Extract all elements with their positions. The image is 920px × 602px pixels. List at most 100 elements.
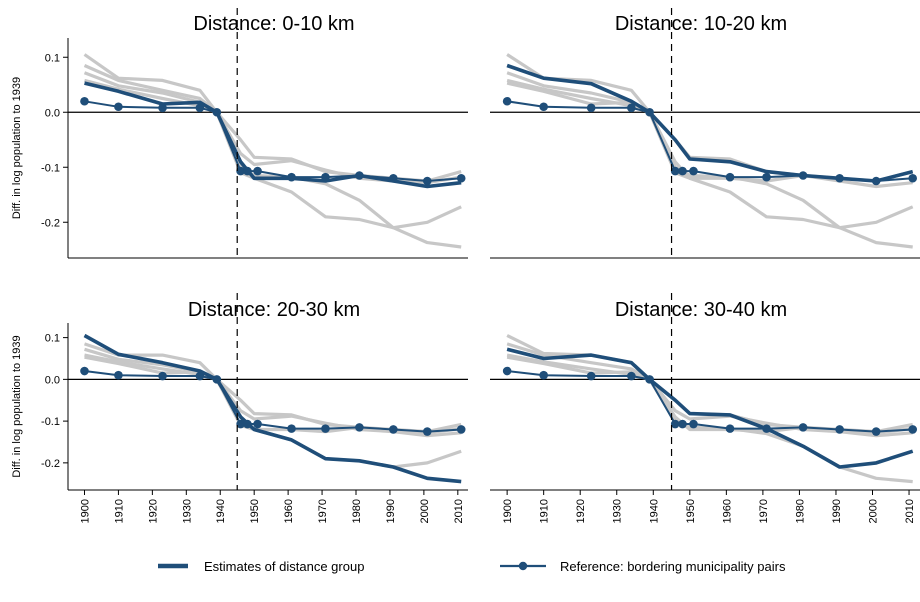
- reference-point: [670, 419, 680, 429]
- placebo-series-line: [83, 64, 462, 185]
- x-tick-label: 1950: [249, 499, 261, 523]
- y-tick-label: 0.1: [45, 333, 60, 345]
- panel-title: Distance: 20-30 km: [188, 299, 360, 321]
- reference-point: [762, 172, 771, 182]
- x-tick-label: 2010: [904, 499, 916, 523]
- panel-4: Distance: 30-40 km 1900 1910 1920 1930 1940 19…: [490, 293, 920, 523]
- reference-series-line: [84, 370, 462, 433]
- reference-series-line: [506, 370, 913, 433]
- x-tick-label: 1910: [539, 499, 551, 523]
- placebo-series-line: [506, 81, 913, 189]
- reference-point: [586, 371, 596, 381]
- x-tick-label: 1970: [317, 499, 329, 523]
- reference-point: [502, 96, 512, 106]
- x-tick-label: 1960: [721, 499, 733, 523]
- panel-3: Distance: 20-30 km 0.1 0.0 -0.1 -0.2 Diff. in…: [11, 293, 468, 523]
- reference-point: [678, 166, 687, 176]
- reference-point: [502, 366, 512, 376]
- x-tick-label: 1940: [648, 499, 660, 523]
- x-tick-label: 2000: [868, 499, 880, 523]
- reference-point: [908, 173, 917, 183]
- placebo-series-line: [506, 71, 914, 230]
- x-tick-label: 2000: [419, 499, 431, 523]
- reference-point: [670, 166, 680, 176]
- reference-point: [355, 423, 364, 432]
- x-tick-label: 1970: [758, 499, 770, 523]
- reference-point: [586, 103, 596, 113]
- y-axis-label: Diff. in log population to 1939: [11, 77, 23, 219]
- reference-point: [835, 425, 844, 434]
- reference-point: [287, 424, 296, 433]
- reference-series-line: [506, 100, 913, 182]
- reference-point: [725, 172, 735, 182]
- x-tick-label: 1930: [612, 499, 624, 523]
- reference-point: [627, 371, 636, 381]
- x-tick-label: 1990: [385, 499, 397, 523]
- panel-1: Distance: 0-10 km 0.1 0.0 -0.1 -0.2 Diff. in …: [11, 8, 468, 259]
- estimate-series-line: [84, 81, 462, 189]
- estimate-series-line: [83, 333, 462, 484]
- y-axis-label: Diff. in log population to 1939: [11, 335, 23, 477]
- panel-title: Distance: 30-40 km: [615, 299, 787, 321]
- reference-point: [80, 366, 89, 376]
- reference-point: [253, 166, 262, 176]
- panel-title: Distance: 10-20 km: [615, 13, 787, 35]
- reference-point: [678, 419, 687, 429]
- placebo-series-line: [84, 353, 462, 435]
- reference-point: [236, 419, 245, 429]
- legend-estimate-label: Estimates of distance group: [204, 559, 364, 574]
- panel-2: Distance: 10-20 km: [490, 8, 920, 259]
- estimate-series-line: [506, 347, 914, 469]
- y-tick-label: -0.1: [41, 416, 60, 428]
- reference-point: [627, 103, 636, 113]
- placebo-series-line: [506, 355, 913, 438]
- reference-point: [908, 425, 917, 434]
- x-tick-label: 1950: [685, 499, 697, 523]
- x-tick-label: 1900: [502, 499, 514, 523]
- reference-point: [725, 424, 735, 433]
- placebo-series-line: [506, 78, 913, 249]
- legend-reference-label: Reference: bordering municipality pairs: [560, 559, 786, 574]
- panel-title: Distance: 0-10 km: [193, 13, 354, 35]
- x-tick-label: 1900: [79, 499, 91, 523]
- reference-point: [158, 371, 167, 381]
- y-tick-label: -0.2: [41, 217, 60, 229]
- x-tick-label: 1990: [831, 499, 843, 523]
- reference-point: [80, 96, 89, 106]
- reference-series-line: [84, 100, 462, 182]
- y-tick-label: 0.0: [45, 107, 60, 119]
- reference-point: [689, 166, 698, 176]
- reference-point: [539, 370, 548, 380]
- x-tick-label: 1910: [113, 499, 125, 523]
- reference-point: [114, 102, 123, 112]
- x-tick-label: 1920: [575, 499, 587, 523]
- reference-point: [689, 419, 698, 429]
- y-tick-label: 0.0: [45, 374, 60, 386]
- reference-point: [321, 424, 330, 433]
- x-tick-label: 1960: [283, 499, 295, 523]
- reference-point: [253, 419, 262, 429]
- y-tick-label: 0.1: [45, 52, 60, 64]
- legend-reference-marker: [518, 561, 528, 571]
- placebo-series-line: [84, 355, 462, 438]
- reference-point: [456, 173, 466, 183]
- x-tick-label: 1940: [215, 499, 227, 523]
- x-tick-label: 1920: [147, 499, 159, 523]
- reference-point: [456, 425, 466, 434]
- reference-point: [422, 176, 432, 186]
- reference-point: [114, 370, 123, 380]
- reference-point: [195, 103, 205, 113]
- legend: Estimates of distance group Reference: b…: [158, 559, 786, 574]
- reference-point: [539, 102, 548, 112]
- reference-point: [389, 425, 398, 434]
- x-tick-label: 2010: [453, 499, 465, 523]
- reference-point: [871, 427, 881, 436]
- x-tick-label: 1930: [181, 499, 193, 523]
- reference-point: [422, 427, 432, 436]
- reference-point: [236, 166, 245, 176]
- x-tick-label: 1980: [794, 499, 806, 523]
- y-tick-label: -0.1: [41, 162, 60, 174]
- estimate-series-line: [506, 63, 914, 183]
- reference-point: [798, 423, 808, 432]
